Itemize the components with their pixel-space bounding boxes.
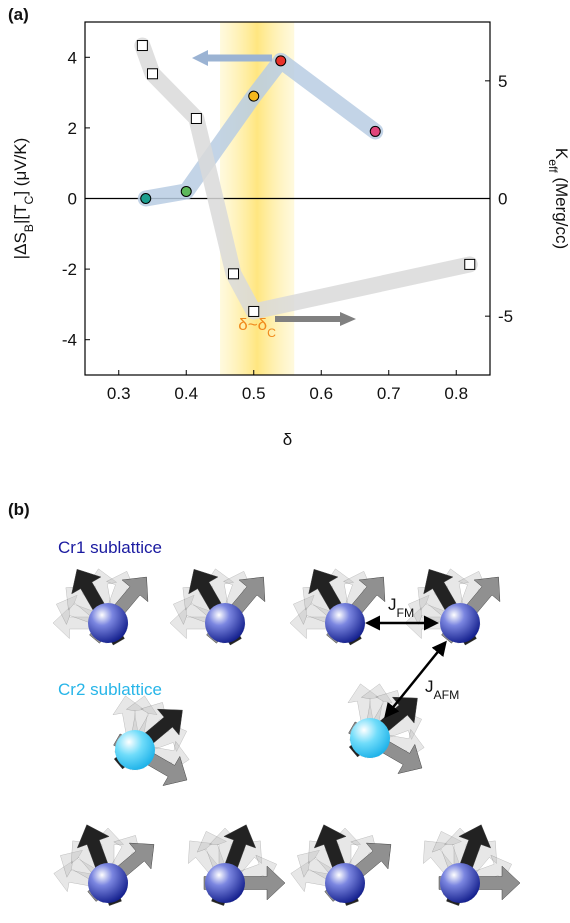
y-tick-label: -4 [62, 331, 77, 350]
data-point [276, 56, 286, 66]
x-tick-label: 0.7 [377, 384, 401, 403]
j-afm-label-part: J [425, 677, 434, 696]
j-afm-label: JAFM [425, 677, 459, 702]
x-tick-label: 0.6 [309, 384, 333, 403]
x-tick-label: 0.4 [174, 384, 198, 403]
y2-tick-label: 5 [498, 72, 507, 91]
y-axis-label: |ΔSB|[TC] (μV/K) [11, 138, 36, 260]
figure: (a) (b) Cr1 sublattice Cr2 sublattice JF… [0, 0, 570, 923]
data-point [465, 259, 475, 269]
atom [205, 863, 245, 903]
y2-axis-label-part: K [552, 148, 570, 160]
y-axis-label-part: B [22, 224, 36, 232]
cr1-label: Cr1 sublattice [58, 538, 162, 557]
y-axis-label-part: C [22, 195, 36, 204]
j-fm-label-part: FM [397, 606, 415, 620]
data-point [249, 91, 259, 101]
j-fm-label-part: J [388, 595, 397, 614]
atom [115, 730, 155, 770]
data-point [181, 186, 191, 196]
y-axis-label-part: |[T [11, 204, 30, 224]
atom [205, 603, 245, 643]
atom [440, 603, 480, 643]
data-point [148, 69, 158, 79]
atom [88, 603, 128, 643]
atom [88, 863, 128, 903]
panel-label: (b) [8, 500, 30, 519]
axis-arrow [340, 312, 356, 326]
y-tick-label: 4 [68, 48, 77, 67]
x-tick-label: 0.8 [444, 384, 468, 403]
y-axis-label-part: |ΔS [11, 232, 30, 259]
y2-tick-label: -5 [498, 307, 513, 326]
data-point [191, 113, 201, 123]
axis-arrow [192, 50, 208, 66]
cr2-label: Cr2 sublattice [58, 680, 162, 699]
y2-axis-label-part: eff [546, 159, 560, 173]
y-tick-label: 2 [68, 119, 77, 138]
j-fm-label: JFM [388, 595, 414, 620]
y-tick-label: 0 [68, 190, 77, 209]
atom [325, 603, 365, 643]
atom [325, 863, 365, 903]
atom [440, 863, 480, 903]
y-axis-label-part: ] (μV/K) [11, 138, 30, 196]
x-tick-label: 0.3 [107, 384, 131, 403]
y2-tick-label: 0 [498, 190, 507, 209]
annotation-part: C [267, 326, 276, 340]
data-point [370, 126, 380, 136]
data-point [141, 194, 151, 204]
y2-axis-label: Keff (Merg/cc) [546, 148, 570, 249]
data-point [137, 41, 147, 51]
panel-label: (a) [8, 5, 29, 24]
x-tick-label: 0.5 [242, 384, 266, 403]
data-point [249, 306, 259, 316]
y2-axis-label-part: (Merg/cc) [552, 173, 570, 250]
j-afm-label-part: AFM [434, 688, 460, 702]
atom [350, 718, 390, 758]
y-tick-label: -2 [62, 260, 77, 279]
x-axis-label: δ [283, 430, 292, 449]
data-point [229, 269, 239, 279]
